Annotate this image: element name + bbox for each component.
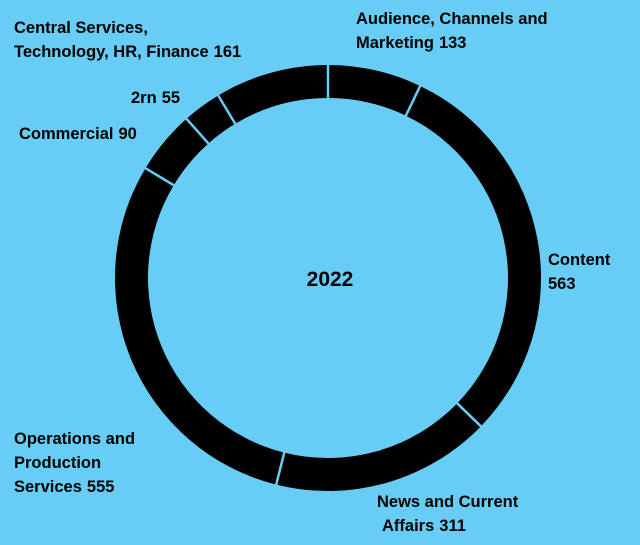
slice-6 — [218, 65, 328, 124]
slice-1 — [405, 85, 541, 427]
label-line: 563 — [548, 272, 610, 296]
label-2rn: 2rn 55 — [131, 86, 180, 110]
label-line: Operations and — [14, 430, 136, 448]
slice-separator — [216, 93, 238, 127]
label-line: Audience, Channels and — [356, 10, 548, 28]
slice-0 — [328, 65, 421, 116]
label-commercial: Commercial 90 — [19, 122, 137, 146]
label-line: 2rn 55 — [131, 89, 181, 107]
slice-2 — [276, 403, 481, 492]
slice-value: 311 — [439, 517, 466, 535]
label-line: Production — [14, 454, 102, 472]
label-audience-channels-marketing: Audience, Channels and Marketing 133 — [356, 7, 548, 55]
slice-value: 133 — [438, 34, 467, 52]
label-line: News and Current — [377, 493, 519, 511]
label-news-current-affairs: News and Current Affairs 311 — [377, 490, 518, 538]
center-year-label: 2022 — [306, 268, 354, 291]
label-line: Technology, HR, Finance 161 — [14, 43, 242, 61]
slice-separator — [184, 116, 211, 146]
slice-4 — [145, 118, 209, 186]
slice-separator — [454, 401, 484, 429]
label-line: Services 555 — [14, 478, 115, 496]
label-line: Commercial 90 — [19, 125, 137, 143]
slice-value: 55 — [161, 89, 181, 107]
slice-separator — [143, 166, 177, 188]
label-line: Content — [548, 251, 611, 269]
slice-value: 555 — [86, 478, 115, 496]
label-line: Central Services, — [14, 19, 148, 37]
label-line: Marketing 133 — [356, 34, 467, 52]
slice-value: 161 — [213, 43, 242, 61]
slice-value: 563 — [548, 275, 576, 293]
slice-3 — [115, 168, 285, 485]
slice-value: 90 — [118, 125, 137, 143]
slice-separator — [274, 450, 286, 487]
label-content: Content 563 — [548, 248, 610, 296]
label-operations-production-services: Operations and Production Services 555 — [14, 427, 135, 499]
label-central-services: Central Services, Technology, HR, Financ… — [14, 16, 241, 64]
slice-separator — [403, 83, 423, 119]
label-line: Affairs 311 — [382, 517, 466, 535]
